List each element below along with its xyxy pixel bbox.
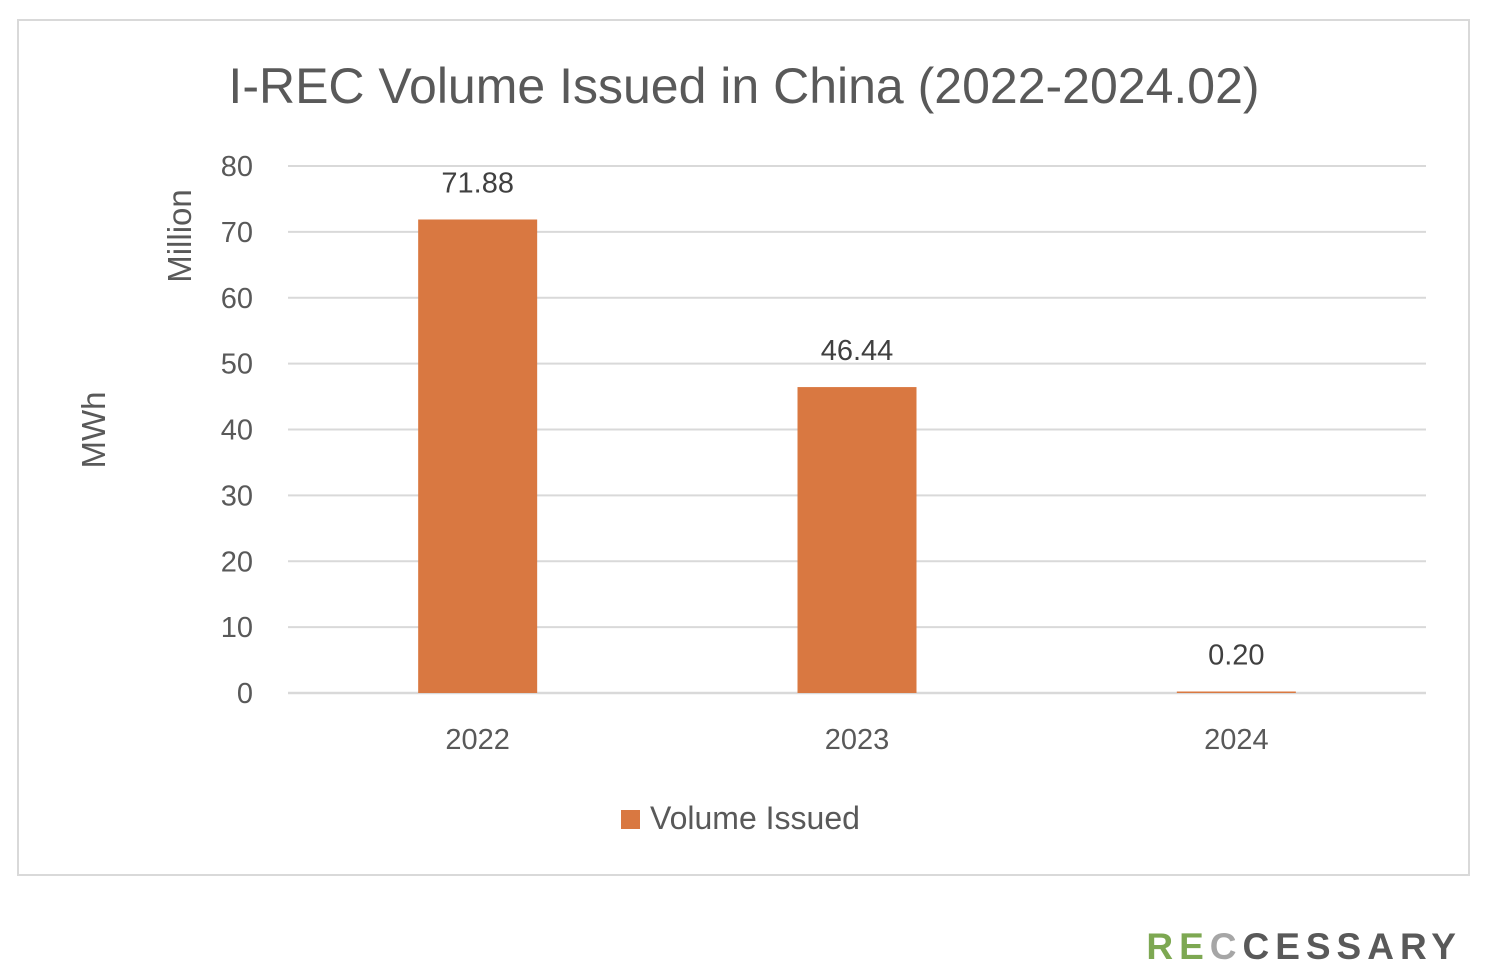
y-tick-label: 40 — [221, 415, 253, 447]
x-tick-label-2024: 2024 — [1204, 724, 1269, 756]
x-tick-label-2022: 2022 — [445, 724, 510, 756]
y-tick-label: 80 — [221, 151, 253, 183]
y-axis-unit-label: Million — [161, 189, 198, 283]
x-axis-ticks: 2022 2023 2024 — [445, 724, 1268, 756]
y-tick-label: 50 — [221, 349, 253, 381]
y-axis-ticks: 0 10 20 30 40 50 60 70 80 — [221, 151, 253, 710]
bars — [418, 219, 1296, 694]
legend-swatch — [621, 810, 640, 829]
y-axis-title: MWh — [75, 392, 112, 469]
brand-logo-part: RE — [1146, 926, 1210, 967]
brand-logo-part: C — [1209, 926, 1243, 967]
y-tick-label: 0 — [237, 678, 253, 710]
bar-2022 — [418, 219, 538, 694]
data-label-2023: 46.44 — [821, 335, 894, 367]
data-label-2022: 71.88 — [441, 167, 514, 199]
y-tick-label: 30 — [221, 480, 253, 512]
y-tick-label: 60 — [221, 283, 253, 315]
bar-2023 — [797, 387, 917, 693]
chart-frame — [17, 19, 1470, 876]
data-label-2024: 0.20 — [1208, 640, 1264, 672]
brand-logo: RECCESSARY — [1146, 928, 1462, 965]
legend-label: Volume Issued — [650, 800, 860, 836]
brand-logo-part: CESSARY — [1242, 926, 1462, 967]
data-labels: 71.88 46.44 0.20 — [441, 167, 1264, 671]
bar-2024 — [1176, 691, 1296, 693]
legend: Volume Issued — [621, 800, 860, 836]
y-tick-label: 10 — [221, 612, 253, 644]
y-tick-label: 70 — [221, 217, 253, 249]
chart-title: I-REC Volume Issued in China (2022-2024.… — [228, 58, 1259, 114]
x-tick-label-2023: 2023 — [825, 724, 890, 756]
y-tick-label: 20 — [221, 546, 253, 578]
